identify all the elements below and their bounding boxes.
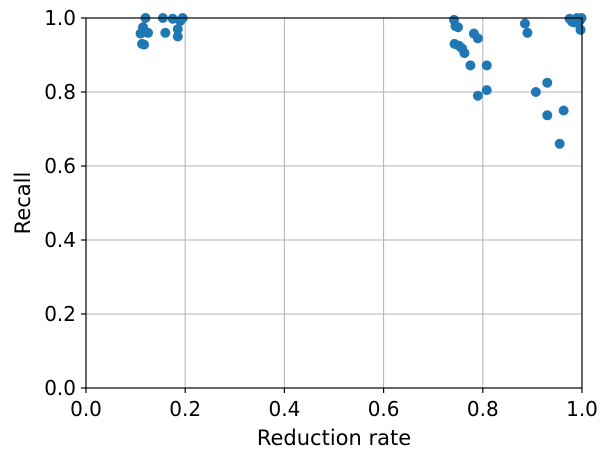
data-point — [481, 85, 492, 96]
data-point — [143, 27, 153, 38]
y-tick-label: 0.8 — [44, 80, 76, 104]
data-points — [135, 13, 587, 149]
data-point — [139, 39, 150, 50]
x-tick-label: 0.0 — [70, 397, 102, 421]
data-point — [172, 31, 183, 42]
x-tick-label: 0.2 — [169, 397, 201, 421]
data-point — [558, 105, 569, 116]
x-axis: 0.0 0.2 0.4 0.6 0.8 1.0 — [70, 388, 598, 421]
data-point — [554, 138, 565, 149]
y-axis-label: Recall — [11, 172, 35, 235]
data-point — [465, 60, 476, 71]
x-tick-label: 0.6 — [368, 397, 400, 421]
data-point — [542, 110, 553, 121]
data-point — [472, 90, 483, 101]
data-point — [481, 60, 492, 71]
data-point — [530, 87, 541, 97]
data-point — [575, 24, 586, 35]
grid — [85, 17, 583, 389]
y-tick-label: 0.2 — [44, 302, 76, 326]
y-tick-label: 0.0 — [44, 376, 76, 400]
data-point — [522, 27, 533, 38]
x-tick-label: 0.8 — [467, 397, 499, 421]
data-point — [160, 27, 171, 38]
y-tick-label: 1.0 — [44, 6, 76, 30]
data-point — [172, 24, 183, 35]
x-tick-label: 1.0 — [566, 397, 598, 421]
data-point — [459, 48, 470, 59]
y-axis: 0.0 0.2 0.4 0.6 0.8 1.0 — [44, 6, 86, 400]
data-point — [472, 33, 483, 44]
x-tick-label: 0.4 — [268, 397, 300, 421]
plot-frame — [85, 17, 583, 389]
data-point — [453, 22, 463, 33]
x-axis-label: Reduction rate — [257, 426, 411, 450]
data-point — [542, 77, 553, 88]
y-tick-label: 0.4 — [44, 228, 76, 252]
y-tick-label: 0.6 — [44, 154, 76, 178]
data-point — [519, 18, 530, 29]
